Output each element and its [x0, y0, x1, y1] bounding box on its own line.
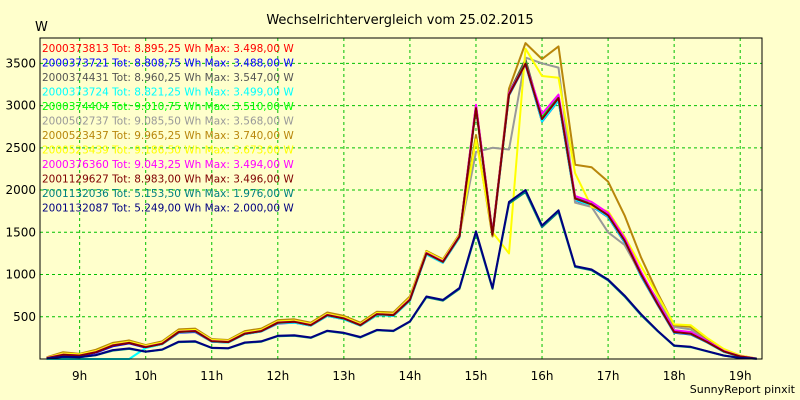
y-tick-label: 500	[13, 310, 36, 324]
y-tick-label: 3000	[5, 99, 36, 113]
x-tick-label: 9h	[72, 369, 87, 383]
legend-entry-10: 2001129627 Tot: 8.983,00 Wh Max: 3.496,0…	[42, 174, 294, 186]
y-tick-label: 1000	[5, 268, 36, 282]
series-layer	[46, 42, 757, 360]
x-tick-label: 18h	[663, 369, 686, 383]
y-tick-label: 2500	[5, 141, 36, 155]
legend: 2000373813 Tot: 8.895,25 Wh Max: 3.498,0…	[42, 43, 294, 215]
legend-entry-4: 2000373724 Tot: 8.821,25 Wh Max: 3.499,0…	[42, 87, 294, 99]
series-line-12	[46, 189, 757, 360]
legend-entry-3: 2000374431 Tot: 8.960,25 Wh Max: 3.547,0…	[42, 72, 294, 84]
legend-entry-1: 2000373813 Tot: 8.895,25 Wh Max: 3.498,0…	[42, 43, 294, 55]
x-tick-label: 13h	[332, 369, 355, 383]
grid	[40, 38, 762, 359]
x-tick-label: 11h	[200, 369, 223, 383]
plot-frame	[39, 37, 763, 360]
legend-entry-11: 2001132036 Tot: 5.153,50 Wh Max: 1.976,0…	[42, 188, 294, 200]
series-line-10	[46, 62, 757, 360]
x-tick-label: 10h	[134, 369, 157, 383]
legend-entry-9: 2000376360 Tot: 9.043,25 Wh Max: 3.494,0…	[42, 159, 294, 171]
x-tick-label: 19h	[729, 369, 752, 383]
x-tick-label: 15h	[465, 369, 488, 383]
y-axis-unit: W	[35, 20, 48, 35]
legend-entry-7: 2000523437 Tot: 9.965,25 Wh Max: 3.740,0…	[42, 130, 294, 142]
y-tick-label: 3500	[5, 56, 36, 70]
x-tick-label: 16h	[531, 369, 554, 383]
y-tick-label: 1500	[5, 225, 36, 239]
y-tick-label: 2000	[5, 183, 36, 197]
legend-entry-12: 2001132087 Tot: 5.249,00 Wh Max: 2.000,0…	[42, 203, 294, 215]
legend-entry-5: 2000374404 Tot: 9.010,75 Wh Max: 3.510,0…	[42, 101, 294, 113]
x-ticks: 9h 10h 11h 12h 13h 14h 15h 16h 17h 18h 19h	[72, 369, 752, 383]
x-tick-label: 12h	[266, 369, 289, 383]
chart-title: Wechselrichtervergleich vom 25.02.2015	[266, 13, 533, 28]
x-tick-label: 14h	[398, 369, 421, 383]
legend-entry-2: 2000373721 Tot: 8.808,75 Wh Max: 3.488,0…	[42, 58, 294, 70]
footer-credit: SunnyReport pinxit	[690, 383, 796, 396]
x-tick-label: 17h	[597, 369, 620, 383]
y-ticks: 500 1000 1500 2000 2500 3000 3500	[5, 56, 36, 323]
legend-entry-8: 2000523439 Tot: 9.186,50 Wh Max: 3.673,0…	[42, 145, 294, 157]
legend-entry-6: 2000502737 Tot: 9.085,50 Wh Max: 3.568,0…	[42, 116, 294, 128]
